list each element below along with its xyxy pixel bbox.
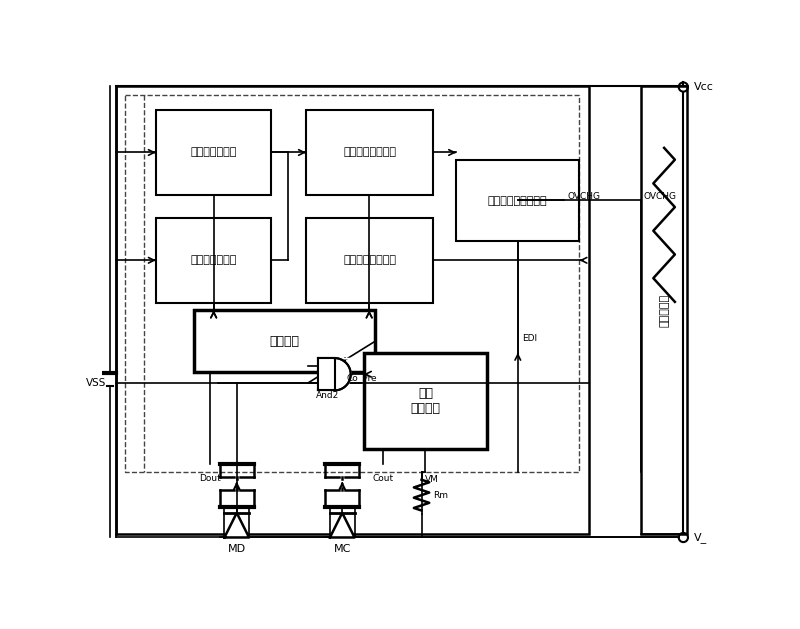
Bar (125, 95, 579, 472)
Bar (306, 218, 433, 303)
Text: And2: And2 (316, 391, 339, 399)
Text: Vcc: Vcc (694, 82, 714, 92)
Text: V_: V_ (694, 532, 707, 543)
Bar (156, 110, 271, 195)
Text: 充电过流检测电路: 充电过流检测电路 (343, 147, 396, 157)
Text: 放电过流检测电路: 放电过流检测电路 (343, 255, 396, 265)
Polygon shape (330, 513, 354, 537)
Text: MD: MD (228, 544, 246, 554)
Text: 过充电检测电路: 过充电检测电路 (190, 147, 237, 157)
Text: VM: VM (426, 476, 439, 484)
Bar (194, 310, 375, 372)
Text: Co_Pre: Co_Pre (346, 374, 377, 382)
Text: Dout: Dout (199, 474, 221, 482)
Bar (318, 358, 334, 391)
Text: 过放电检测电路: 过放电检测电路 (190, 255, 237, 265)
Text: 电池充电器: 电池充电器 (659, 294, 669, 327)
Text: EDI: EDI (522, 335, 537, 343)
Polygon shape (225, 513, 249, 537)
Bar (456, 160, 579, 241)
Text: OVCHG: OVCHG (568, 192, 601, 201)
Bar (116, 86, 590, 535)
Text: MC: MC (334, 544, 351, 554)
Text: Rm: Rm (433, 491, 448, 499)
Text: 充电器过压检测电路: 充电器过压检测电路 (488, 196, 548, 206)
Text: OVCHG: OVCHG (643, 192, 676, 201)
Bar (364, 353, 487, 449)
Text: 恢复
驱动电路: 恢复 驱动电路 (410, 387, 441, 415)
Bar (641, 86, 687, 535)
Text: 控制电路: 控制电路 (270, 335, 300, 348)
Text: VSS: VSS (86, 379, 106, 389)
Bar (306, 110, 433, 195)
Text: Cout: Cout (373, 474, 394, 482)
Bar (156, 218, 271, 303)
